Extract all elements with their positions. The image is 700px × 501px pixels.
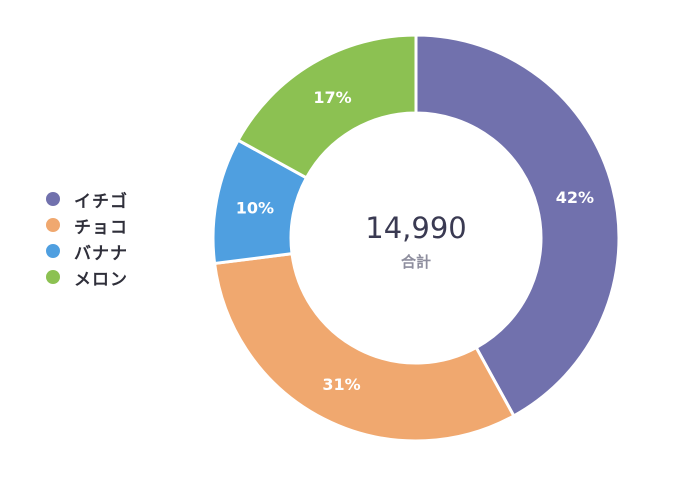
legend-label-banana: バナナ bbox=[74, 243, 128, 264]
legend-swatch-strawberry bbox=[46, 192, 60, 206]
legend-item-chocolate[interactable]: チョコ bbox=[46, 214, 128, 238]
legend-item-strawberry[interactable]: イチゴ bbox=[46, 188, 128, 212]
center-total-label: 合計 bbox=[400, 253, 431, 271]
legend-item-banana[interactable]: バナナ bbox=[46, 240, 128, 264]
slice-label-strawberry: 42% bbox=[556, 188, 594, 207]
legend-label-chocolate: チョコ bbox=[74, 217, 128, 238]
legend-swatch-banana bbox=[46, 244, 60, 258]
center-total-value: 14,990 bbox=[365, 211, 466, 245]
legend-swatch-melon bbox=[46, 270, 60, 284]
donut-slice-strawberry[interactable] bbox=[414, 33, 621, 418]
donut-slices bbox=[211, 33, 621, 443]
slice-label-banana: 10% bbox=[236, 198, 274, 217]
donut-slice-melon[interactable] bbox=[236, 33, 418, 180]
donut-slice-chocolate[interactable] bbox=[212, 251, 516, 443]
slice-label-chocolate: 31% bbox=[322, 375, 360, 394]
donut-slice-labels: 42% 31% 10% 17% bbox=[236, 88, 594, 394]
legend-label-melon: メロン bbox=[74, 269, 128, 290]
slice-label-melon: 17% bbox=[313, 88, 351, 107]
legend-swatch-chocolate bbox=[46, 218, 60, 232]
legend: イチゴ チョコ バナナ メロン bbox=[46, 188, 128, 290]
legend-item-melon[interactable]: メロン bbox=[46, 266, 128, 290]
legend-label-strawberry: イチゴ bbox=[74, 191, 128, 212]
